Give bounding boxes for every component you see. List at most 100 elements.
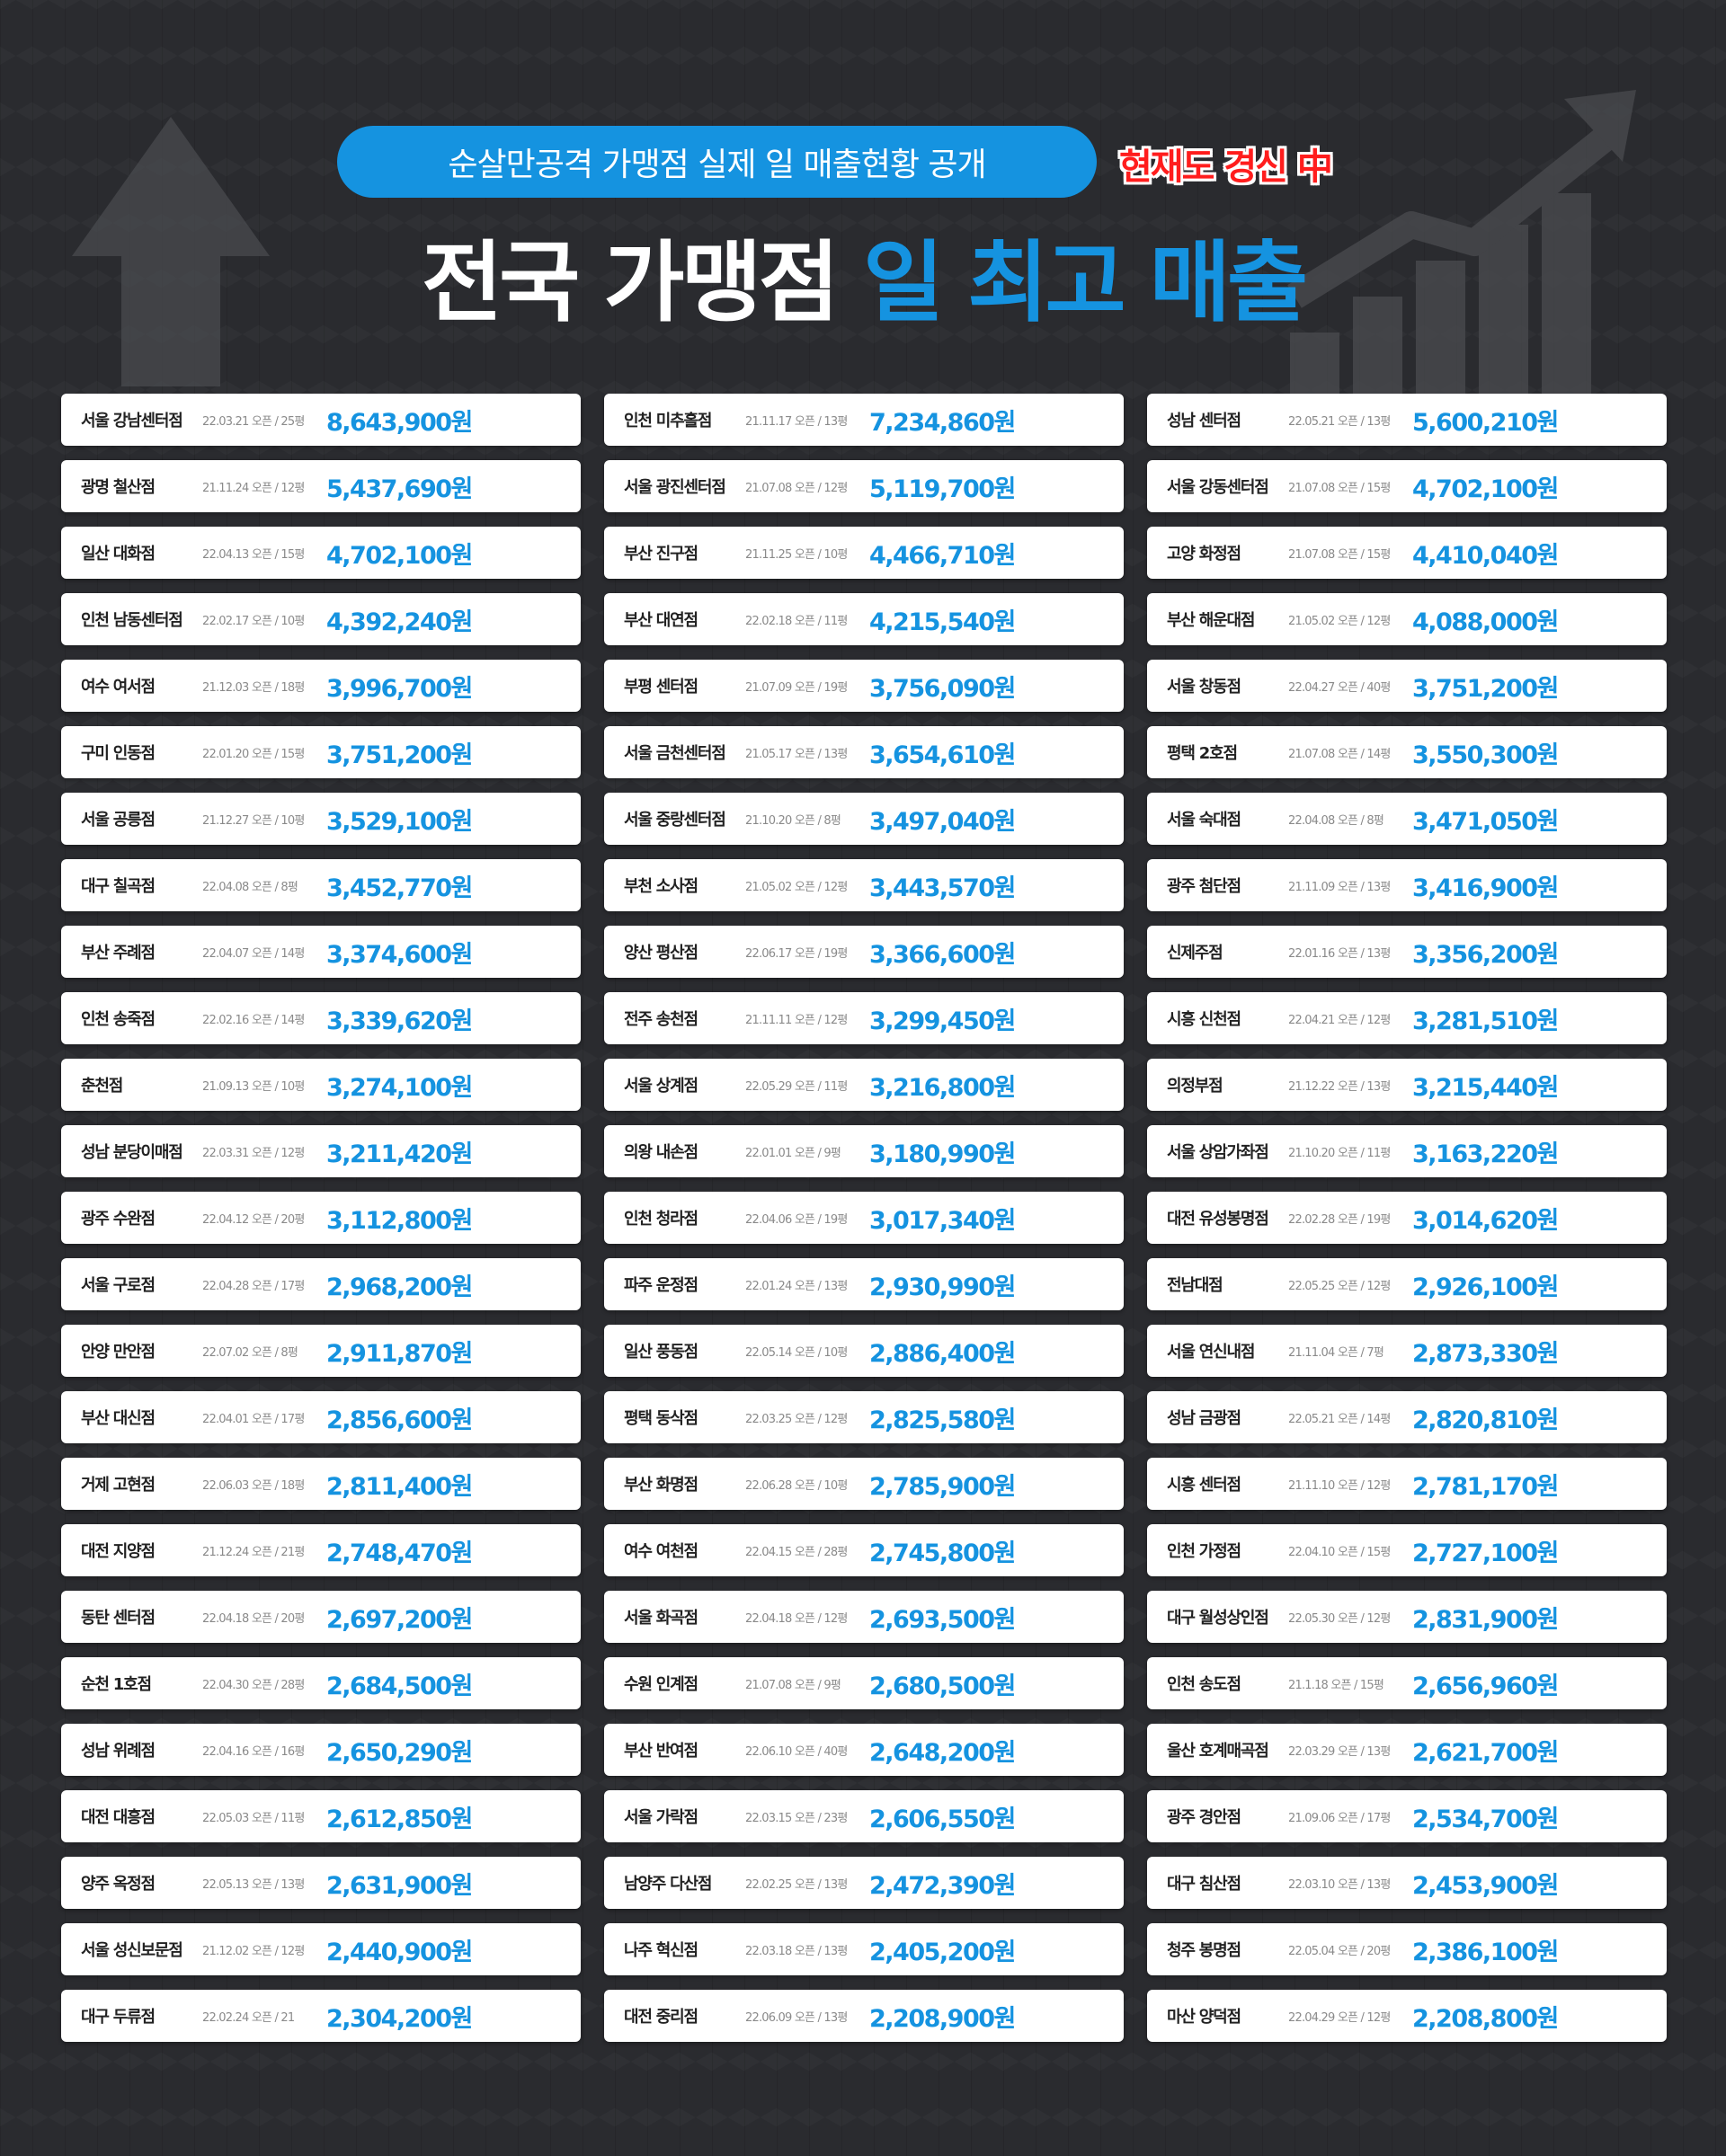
store-daily-sales: 2,648,200원 [869,1738,1016,1767]
store-daily-sales: 2,781,170원 [1412,1472,1559,1501]
store-open-info: 22.03.10 오픈 / 13평 [1288,1877,1391,1892]
store-name: 광주 경안점 [1167,1808,1241,1827]
store-daily-sales: 2,631,900원 [326,1871,473,1900]
store-open-info: 22.05.21 오픈 / 13평 [1288,414,1391,429]
store-sales-grid: 서울 강남센터점 22.03.21 오픈 / 25평 8,643,900원 인천 미추… [61,394,1667,2042]
store-daily-sales: 4,702,100원 [1412,475,1559,503]
header-pill-text: 순살만공격 가맹점 실제 일 매출현황 공개 [448,146,986,183]
store-open-info: 22.01.16 오픈 / 13평 [1288,946,1391,961]
store-card: 광명 철산점 21.11.24 오픈 / 12평 5,437,690원 [61,460,581,512]
store-name: 신제주점 [1167,944,1223,963]
store-daily-sales: 3,996,700원 [326,674,473,703]
store-card: 시흥 신천점 22.04.21 오픈 / 12평 3,281,510원 [1147,992,1667,1044]
store-open-info: 21.07.08 오픈 / 15평 [1288,481,1391,495]
store-card: 양산 평산점 22.06.17 오픈 / 19평 3,366,600원 [604,926,1124,978]
store-name: 서울 가락점 [624,1808,698,1827]
store-name: 성남 분당이매점 [81,1143,183,1162]
store-name: 동탄 센터점 [81,1609,156,1628]
store-open-info: 22.04.16 오픈 / 16평 [202,1744,305,1759]
store-card: 서울 공릉점 21.12.27 오픈 / 10평 3,529,100원 [61,793,581,845]
store-name: 부산 진구점 [624,545,698,563]
store-daily-sales: 3,299,450원 [869,1007,1016,1035]
store-daily-sales: 3,751,200원 [1412,674,1559,703]
store-card: 인천 남동센터점 22.02.17 오픈 / 10평 4,392,240원 [61,593,581,645]
store-open-info: 22.01.24 오픈 / 13평 [745,1279,848,1293]
store-name: 일산 풍동점 [624,1343,698,1362]
store-card: 부산 대연점 22.02.18 오픈 / 11평 4,215,540원 [604,593,1124,645]
store-name: 부산 주례점 [81,944,156,963]
store-daily-sales: 3,211,420원 [326,1140,473,1168]
store-open-info: 21.07.08 오픈 / 14평 [1288,747,1391,761]
store-open-info: 22.02.28 오픈 / 19평 [1288,1212,1391,1227]
store-open-info: 22.02.17 오픈 / 10평 [202,614,305,628]
store-name: 부산 반여점 [624,1742,698,1761]
store-daily-sales: 2,697,200원 [326,1605,473,1634]
store-daily-sales: 2,748,470원 [326,1539,473,1567]
store-daily-sales: 4,702,100원 [326,541,473,570]
store-open-info: 21.12.03 오픈 / 18평 [202,680,305,695]
store-name: 대구 두류점 [81,2008,156,2027]
store-name: 청주 봉명점 [1167,1941,1241,1960]
background-decoration [72,90,1636,395]
store-card: 춘천점 21.09.13 오픈 / 10평 3,274,100원 [61,1059,581,1111]
page-title-white: 전국 가맹점 [421,232,840,334]
store-open-info: 21.11.10 오픈 / 12평 [1288,1478,1391,1493]
store-card: 마산 양덕점 22.04.29 오픈 / 12평 2,208,800원 [1147,1990,1667,2042]
store-daily-sales: 2,886,400원 [869,1339,1016,1368]
store-daily-sales: 3,356,200원 [1412,940,1559,969]
store-daily-sales: 3,366,600원 [869,940,1016,969]
store-daily-sales: 2,911,870원 [326,1339,473,1368]
store-card: 인천 미추홀점 21.11.17 오픈 / 13평 7,234,860원 [604,394,1124,446]
store-card: 여수 여천점 22.04.15 오픈 / 28평 2,745,800원 [604,1524,1124,1576]
store-card: 대전 유성봉명점 22.02.28 오픈 / 19평 3,014,620원 [1147,1192,1667,1244]
store-name: 인천 남동센터점 [81,611,183,630]
store-daily-sales: 3,471,050원 [1412,807,1559,836]
bar-chart-growth-icon [1287,90,1636,395]
store-open-info: 22.04.15 오픈 / 28평 [745,1545,848,1559]
store-card: 평택 2호점 21.07.08 오픈 / 14평 3,550,300원 [1147,726,1667,778]
store-daily-sales: 2,831,900원 [1412,1605,1559,1634]
up-arrow-icon [72,117,270,386]
store-daily-sales: 3,756,090원 [869,674,1016,703]
store-card: 성남 위례점 22.04.16 오픈 / 16평 2,650,290원 [61,1724,581,1776]
store-name: 서울 구로점 [81,1276,156,1295]
store-open-info: 21.07.09 오픈 / 19평 [745,680,848,695]
store-open-info: 22.05.29 오픈 / 11평 [745,1079,848,1094]
store-open-info: 22.04.30 오픈 / 28평 [202,1678,305,1692]
store-name: 부산 해운대점 [1167,611,1255,630]
store-name: 전남대점 [1167,1276,1223,1295]
store-card: 성남 금광점 22.05.21 오픈 / 14평 2,820,810원 [1147,1391,1667,1443]
store-name: 인천 송죽점 [81,1010,156,1029]
store-open-info: 21.11.09 오픈 / 13평 [1288,880,1391,894]
store-open-info: 21.11.25 오픈 / 10평 [745,547,848,562]
store-name: 수원 인계점 [624,1675,698,1694]
store-card: 인천 송도점 21.1.18 오픈 / 15평 2,656,960원 [1147,1657,1667,1709]
store-open-info: 22.03.21 오픈 / 25평 [202,414,305,429]
store-daily-sales: 2,820,810원 [1412,1406,1559,1434]
store-name: 서울 창동점 [1167,678,1241,696]
store-open-info: 21.07.08 오픈 / 9평 [745,1678,841,1692]
store-open-info: 21.07.08 오픈 / 12평 [745,481,848,495]
store-open-info: 22.05.13 오픈 / 13평 [202,1877,305,1892]
store-name: 부산 대연점 [624,611,698,630]
store-name: 대전 중리점 [624,2008,698,2027]
store-name: 여수 여천점 [624,1542,698,1561]
store-name: 시흥 신천점 [1167,1010,1241,1029]
store-open-info: 22.02.24 오픈 / 21 [202,2010,295,2025]
store-name: 부평 센터점 [624,678,698,696]
store-daily-sales: 3,452,770원 [326,874,473,902]
store-name: 광명 철산점 [81,478,156,497]
store-open-info: 22.03.29 오픈 / 13평 [1288,1744,1391,1759]
store-card: 서울 광진센터점 21.07.08 오픈 / 12평 5,119,700원 [604,460,1124,512]
store-daily-sales: 5,437,690원 [326,475,473,503]
store-card: 성남 분당이매점 22.03.31 오픈 / 12평 3,211,420원 [61,1125,581,1177]
store-daily-sales: 4,215,540원 [869,608,1016,636]
store-open-info: 22.04.12 오픈 / 20평 [202,1212,305,1227]
store-card: 고양 화정점 21.07.08 오픈 / 15평 4,410,040원 [1147,527,1667,579]
store-card: 광주 경안점 21.09.06 오픈 / 17평 2,534,700원 [1147,1790,1667,1842]
store-open-info: 21.10.20 오픈 / 8평 [745,813,841,828]
store-card: 광주 첨단점 21.11.09 오픈 / 13평 3,416,900원 [1147,859,1667,911]
store-name: 대구 칠곡점 [81,877,156,896]
store-daily-sales: 2,727,100원 [1412,1539,1559,1567]
store-card: 서울 가락점 22.03.15 오픈 / 23평 2,606,550원 [604,1790,1124,1842]
